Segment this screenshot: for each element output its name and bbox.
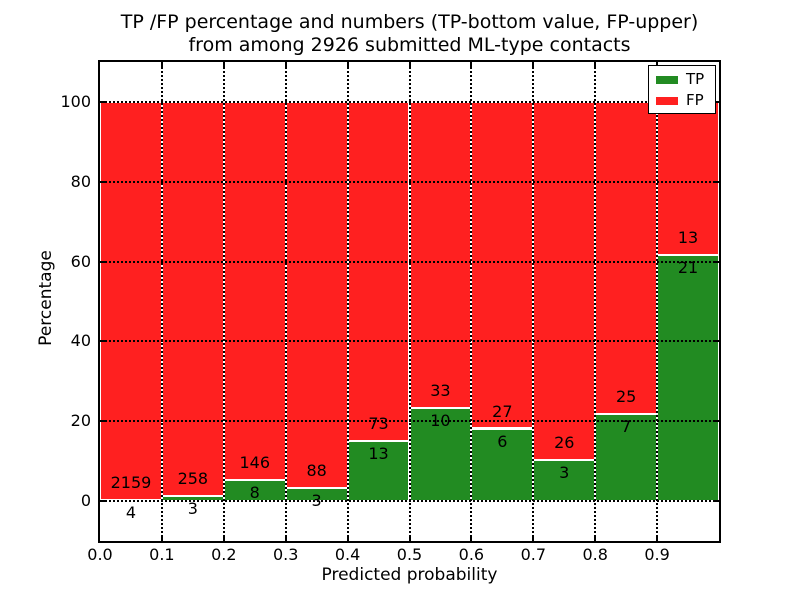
y-tick-right — [713, 100, 719, 103]
x-tick-label: 0.0 — [87, 545, 113, 564]
tp-count-label: 3 — [559, 462, 570, 482]
gridline-vertical — [408, 62, 411, 541]
bar-segment-fp — [471, 101, 534, 429]
x-tick-bottom — [222, 535, 225, 541]
tp-legend-label: TP — [686, 70, 705, 88]
y-tick-left — [100, 340, 106, 343]
x-tick-top — [284, 62, 287, 68]
legend-item-fp: FP — [656, 92, 708, 109]
x-tick-label: 0.9 — [644, 545, 670, 564]
y-tick-label: 0 — [80, 491, 91, 511]
y-tick-left — [100, 420, 106, 423]
x-tick-top — [408, 62, 411, 68]
x-tick-bottom — [532, 535, 535, 541]
x-tick-bottom — [160, 535, 163, 541]
plot-area: TP FP 2159 4 258 3 146 8 88 3 73 13 33 10 27 6 26 3 25 7 1… — [98, 60, 721, 543]
fp-legend-label: FP — [686, 91, 704, 109]
tp-count-label: 8 — [249, 483, 260, 503]
chart-title-line2: from among 2926 submitted ML-type contac… — [188, 34, 631, 56]
x-tick-top — [222, 62, 225, 68]
y-tick-right — [713, 180, 719, 183]
legend: TP FP — [648, 65, 716, 114]
fp-count-label: 73 — [368, 413, 389, 433]
bar-segment-fp — [657, 101, 719, 255]
gridline-vertical — [160, 62, 163, 541]
gridline-vertical — [470, 62, 473, 541]
bar-segment-tp — [657, 254, 719, 502]
fp-count-label: 2159 — [110, 473, 152, 493]
x-tick-bottom — [408, 535, 411, 541]
bar-segment-fp — [409, 101, 472, 409]
x-tick-label: 0.8 — [582, 545, 608, 564]
fp-count-label: 26 — [554, 432, 575, 452]
fp-count-label: 146 — [239, 453, 271, 473]
y-tick-left — [100, 100, 106, 103]
x-axis-label: Predicted probability — [321, 565, 498, 585]
fp-count-label: 13 — [677, 227, 699, 247]
y-tick-left — [100, 500, 106, 503]
tp-count-label: 10 — [430, 411, 451, 431]
bar-segment-fp — [285, 101, 348, 488]
tp-legend-swatch — [656, 75, 678, 84]
y-tick-label: 100 — [60, 91, 91, 111]
fp-legend-swatch — [656, 96, 678, 105]
bar-segment-fp — [347, 101, 410, 441]
x-tick-top — [160, 62, 163, 68]
y-tick-label: 80 — [70, 171, 91, 191]
bar-segment-fp — [533, 101, 596, 460]
fp-count-label: 25 — [615, 386, 637, 406]
fp-count-label: 33 — [430, 381, 451, 401]
x-tick-label: 0.4 — [334, 545, 361, 564]
gridline-vertical — [222, 62, 225, 541]
x-tick-label: 0.6 — [458, 545, 485, 564]
tp-count-label: 21 — [677, 257, 699, 277]
tp-count-label: 6 — [497, 431, 508, 451]
bar-segment-fp — [100, 101, 162, 501]
y-tick-label: 60 — [70, 251, 91, 271]
x-tick-bottom — [470, 535, 473, 541]
chart-title-line1: TP /FP percentage and numbers (TP-bottom… — [120, 11, 699, 33]
y-tick-left — [100, 260, 106, 263]
x-tick-bottom — [656, 535, 659, 541]
x-tick-top — [532, 62, 535, 68]
y-tick-label: 40 — [70, 331, 91, 351]
fp-count-label: 27 — [492, 401, 513, 421]
gridline-vertical — [346, 62, 349, 541]
x-tick-bottom — [346, 535, 349, 541]
y-tick-right — [713, 260, 719, 263]
y-tick-left — [100, 180, 106, 183]
x-tick-label: 0.7 — [520, 545, 547, 564]
y-tick-label: 20 — [70, 411, 91, 431]
gridline-vertical — [284, 62, 287, 541]
tp-count-label: 4 — [125, 503, 137, 523]
x-tick-top — [594, 62, 597, 68]
x-tick-label: 0.2 — [211, 545, 237, 564]
x-tick-bottom — [284, 535, 287, 541]
y-tick-right — [713, 340, 719, 343]
bar-segment-fp — [595, 101, 658, 414]
x-tick-label: 0.5 — [396, 545, 423, 564]
x-tick-label: 0.1 — [149, 545, 175, 564]
tp-count-label: 13 — [368, 443, 389, 463]
x-tick-top — [470, 62, 473, 68]
chart-title: TP /FP percentage and numbers (TP-bottom… — [98, 11, 721, 57]
fp-count-label: 88 — [306, 460, 327, 480]
x-tick-label: 0.3 — [272, 545, 299, 564]
bar-segment-fp — [223, 101, 286, 481]
y-tick-right — [713, 420, 719, 423]
tp-count-label: 7 — [621, 416, 632, 436]
bar-segment-fp — [161, 101, 224, 497]
gridline-vertical — [532, 62, 535, 541]
gridline-vertical — [656, 62, 659, 541]
x-tick-top — [346, 62, 349, 68]
legend-item-tp: TP — [656, 71, 708, 88]
x-tick-bottom — [594, 535, 597, 541]
tp-count-label: 3 — [311, 490, 322, 510]
gridline-vertical — [594, 62, 597, 541]
fp-count-label: 258 — [177, 469, 209, 489]
tp-count-label: 3 — [187, 499, 198, 519]
y-tick-right — [713, 500, 719, 503]
